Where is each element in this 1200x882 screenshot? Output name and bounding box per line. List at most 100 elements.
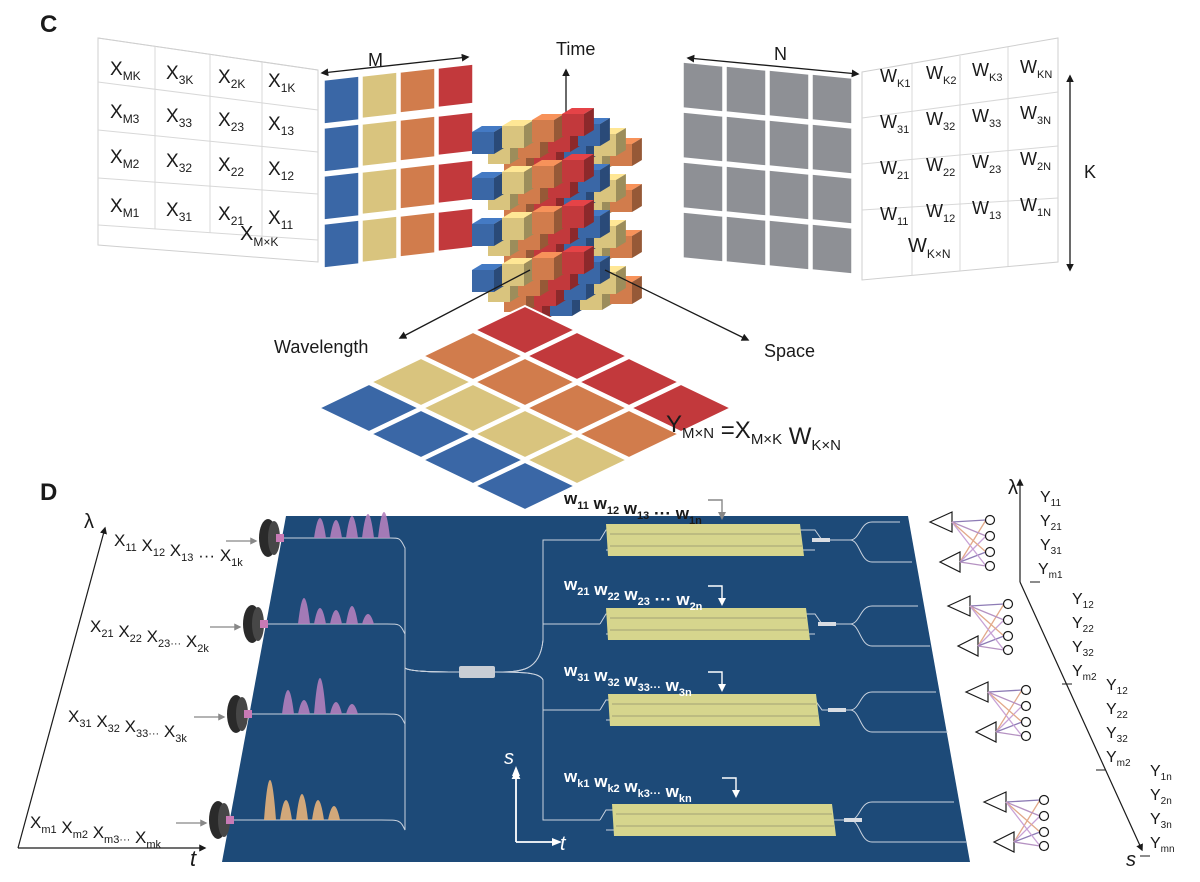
axis-space-label: Space (764, 341, 815, 361)
x-wall-tile (323, 219, 360, 269)
fanout-line (1013, 841, 1041, 847)
x-matrix-cell: XM2 (110, 147, 140, 171)
x-wall-tile (361, 215, 398, 264)
weight-arrow (722, 777, 737, 794)
output-label: Y21 (1040, 513, 1062, 533)
output-node (984, 560, 996, 572)
t-axis-arrowhead (552, 838, 562, 846)
output-node (984, 514, 996, 526)
cube (502, 166, 534, 194)
x-wall-tile (323, 123, 360, 173)
cube (532, 160, 564, 188)
x-matrix-cell: X12 (268, 159, 294, 183)
fanout-line (959, 551, 987, 563)
x-matrix-cell: X1K (268, 71, 295, 95)
fanout-line (969, 605, 1005, 621)
fanout-line (951, 519, 987, 523)
floor-tile (524, 330, 630, 382)
equation: YM×N =XM×K WK×N (666, 411, 841, 454)
panel-c-label: C (40, 11, 57, 38)
fanout-line (987, 689, 1023, 693)
w-matrix-cell: WKN (1020, 57, 1052, 81)
photonic-chip-board (222, 516, 970, 862)
x-matrix-cell: X2K (218, 67, 245, 91)
photodetector (992, 831, 1015, 853)
cube (562, 200, 594, 228)
output-node (1002, 614, 1014, 626)
x-matrix-name-text: XM×K (240, 223, 278, 249)
waveguide-in (228, 666, 460, 831)
pulse-train (262, 780, 362, 820)
w-wall-tile (811, 173, 853, 225)
s-axis-right (1019, 581, 1143, 852)
modulator (612, 804, 836, 836)
fanout-line (977, 645, 1005, 651)
wavelength-axis (398, 269, 531, 339)
w-wall-tile (682, 61, 724, 113)
output-label: Y11 (1040, 489, 1061, 509)
waveguide-split-bottom (849, 539, 912, 563)
laser-emitter (244, 710, 252, 718)
w-matrix-cell: W13 (972, 198, 1001, 222)
output-label: Y3n (1150, 811, 1172, 831)
x-matrix-cell: X21 (218, 204, 244, 228)
fanout-line (995, 721, 1023, 733)
w-wall-tile (768, 169, 810, 221)
fanout-line (951, 521, 987, 567)
photodetector (982, 791, 1007, 813)
fanout-line (987, 691, 1023, 707)
output-label: Ym2 (1072, 663, 1097, 683)
w-wall-tile (768, 69, 810, 121)
axis-lambda-label: λ (84, 511, 94, 533)
w-matrix-cell: W2N (1020, 149, 1051, 173)
floor-tile (576, 408, 682, 460)
w-wall-tile (682, 161, 724, 213)
laser-emitter (260, 620, 268, 628)
input-row-labels: X11 X12 X13 ··· X1k X21 X22 X23··· X2k X31… (30, 531, 258, 851)
photodetector (946, 595, 971, 617)
w-wall-tile (725, 115, 767, 167)
phase-shifter (828, 708, 846, 712)
output-label: Y22 (1106, 701, 1128, 721)
modulator (606, 608, 810, 640)
output-node (1002, 630, 1014, 642)
cube (562, 108, 594, 136)
cube (562, 154, 594, 182)
w-wall-tile (682, 211, 724, 263)
floor-tile (368, 408, 474, 460)
m-dimension-arrow (320, 53, 470, 77)
floor-tile (316, 382, 422, 434)
floor-tile (420, 382, 526, 434)
waveguide-mod-top (599, 529, 850, 541)
n-dimension-arrow (686, 54, 860, 78)
cube (472, 264, 504, 292)
floor-tile (472, 408, 578, 460)
photodetector (964, 681, 989, 703)
w-matrix-cell: WK2 (926, 63, 956, 87)
cube (472, 126, 504, 154)
output-label: Y12 (1072, 591, 1094, 611)
photodetector (974, 721, 997, 743)
fanout-line (1013, 831, 1041, 843)
y-result-floor (316, 304, 734, 512)
input-row-label: X11 X12 X13 ··· X1k (114, 531, 243, 569)
floor-tile (472, 460, 578, 512)
x-wall-tile (323, 171, 360, 221)
space-axis (604, 269, 750, 341)
waveguide-split-bottom (849, 709, 948, 733)
equation-text: YM×N =XM×K WK×N (666, 411, 841, 454)
output-node (1020, 716, 1032, 728)
output-node (1038, 840, 1050, 852)
x-color-wall (323, 63, 474, 269)
x-matrix-cell: X3K (166, 63, 193, 87)
phase-shifter (812, 538, 830, 542)
pulse-train (312, 512, 412, 538)
output-node (1020, 730, 1032, 742)
output-label: Y22 (1072, 615, 1094, 635)
output-label: Ymn (1150, 835, 1175, 855)
output-node (1038, 826, 1050, 838)
x-wall-tile (399, 67, 436, 114)
output-label: Y12 (1106, 677, 1128, 697)
x-wall-tile (437, 63, 474, 109)
